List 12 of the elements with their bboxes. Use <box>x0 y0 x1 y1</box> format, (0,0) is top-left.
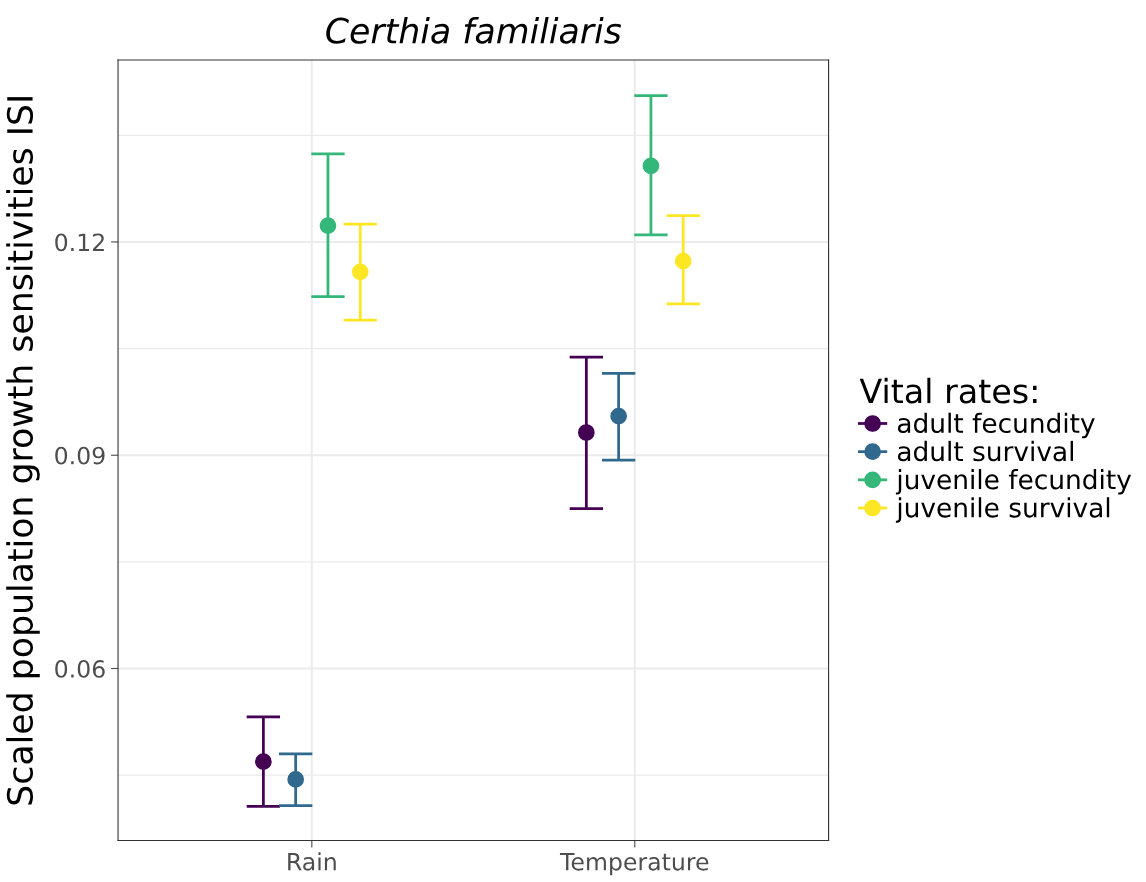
y-tick-label: 0.06 <box>55 659 105 678</box>
legend-label: juvenile fecundity <box>895 469 1132 495</box>
y-tick-label: 0.09 <box>55 446 105 465</box>
chart-title: Certhia familiaris <box>326 16 622 44</box>
x-tick-label: Rain <box>288 852 336 871</box>
x-tick-label: Temperature <box>559 853 709 876</box>
legend-label: adult fecundity <box>897 412 1095 439</box>
legend-label: adult survival <box>897 440 1073 462</box>
legend-title: Vital rates: <box>859 377 1037 404</box>
legend-label: juvenile survival <box>895 497 1110 523</box>
y-tick-label: 0.12 <box>55 233 104 252</box>
y-axis-title: Scaled population growth sensitivities ISI <box>6 97 40 805</box>
